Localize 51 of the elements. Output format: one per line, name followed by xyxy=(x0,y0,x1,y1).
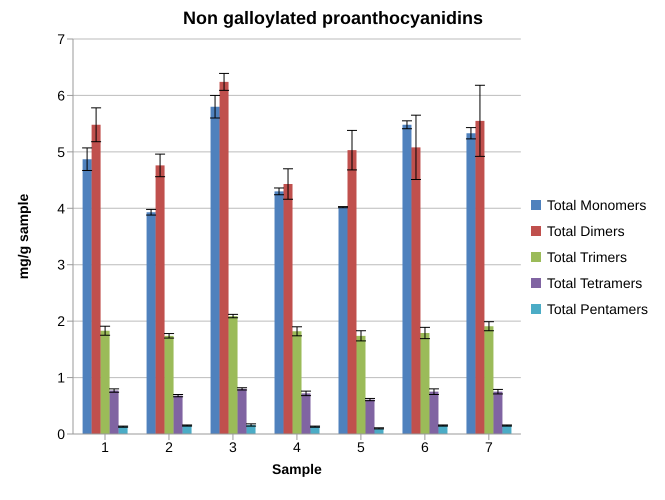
bar xyxy=(284,184,293,434)
y-tick-label: 1 xyxy=(57,370,66,386)
legend-label: Total Pentamers xyxy=(546,300,648,316)
bar xyxy=(493,392,502,434)
x-tick-label: 2 xyxy=(165,438,174,455)
legend-label: Total Trimers xyxy=(546,248,627,264)
bar xyxy=(356,336,366,434)
x-axis-title: Sample xyxy=(272,461,322,477)
bar xyxy=(92,124,101,434)
x-tick-label: 6 xyxy=(420,438,429,455)
y-tick-label: 2 xyxy=(57,313,66,330)
bar xyxy=(82,159,92,434)
bar xyxy=(100,330,110,434)
y-axis-title: mg/g sample xyxy=(14,194,31,280)
bar xyxy=(274,191,284,434)
legend-label: Total Monomers xyxy=(546,196,646,212)
bar xyxy=(156,165,165,434)
bar xyxy=(110,390,119,434)
bar xyxy=(146,212,156,434)
bar xyxy=(484,326,494,434)
y-tick-label: 4 xyxy=(57,200,66,216)
bar xyxy=(348,150,356,434)
bar xyxy=(411,147,420,434)
bar xyxy=(210,106,220,434)
x-tick-label: 4 xyxy=(293,438,302,455)
bar xyxy=(429,392,438,434)
legend-label: Total Dimers xyxy=(546,222,625,238)
legend-label: Total Tetramers xyxy=(546,274,642,290)
bar xyxy=(228,316,238,434)
bar xyxy=(466,133,476,434)
x-tick-label: 7 xyxy=(484,438,493,455)
y-tick-label: 0 xyxy=(57,426,66,442)
bar xyxy=(366,400,374,434)
bar xyxy=(174,396,183,434)
bar xyxy=(220,82,229,434)
bar xyxy=(292,331,302,434)
bar xyxy=(302,393,311,434)
y-tick-label: 3 xyxy=(57,256,66,273)
bar xyxy=(238,388,247,434)
chart-title: Non galloylated proanthocyanidins xyxy=(182,8,484,29)
bar xyxy=(338,207,348,434)
y-tick-label: 5 xyxy=(57,144,66,160)
x-tick-label: 1 xyxy=(101,438,110,455)
y-tick-label: 6 xyxy=(57,87,66,104)
y-tick-label: 7 xyxy=(57,30,66,47)
bar xyxy=(164,336,174,434)
x-tick-label: 5 xyxy=(356,438,365,455)
x-tick-label: 3 xyxy=(229,438,238,455)
bar xyxy=(402,124,412,434)
bar xyxy=(475,120,484,434)
bar xyxy=(420,332,430,434)
